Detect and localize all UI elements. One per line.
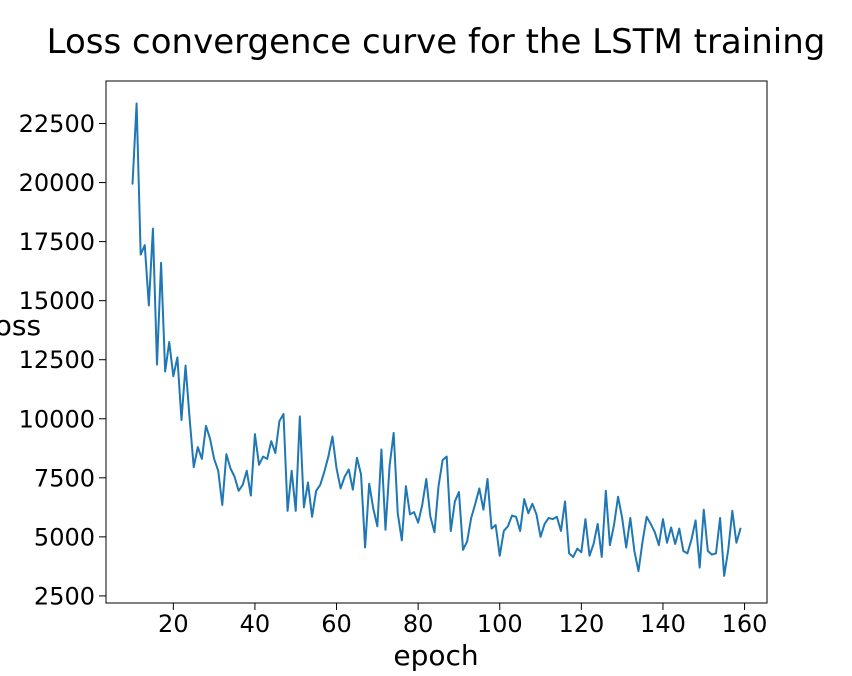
x-axis-label: epoch [393,639,478,672]
x-tick-label: 80 [403,610,434,638]
y-tick-label: 5000 [34,523,95,551]
x-tick-label: 20 [158,610,189,638]
x-tick-label: 120 [558,610,604,638]
y-axis-ticks: 2500 5000 7500 10000 12500 15000 17500 20000 225… [19,110,106,610]
y-axis-label: loss [0,309,41,342]
y-tick-label: 10000 [19,405,95,433]
y-tick-label: 2500 [34,582,95,610]
x-tick-label: 60 [321,610,352,638]
x-axis-ticks: 20 40 60 80 100 120 140 160 [158,603,767,638]
x-tick-label: 100 [477,610,523,638]
y-tick-label: 17500 [19,228,95,256]
y-tick-label: 12500 [19,346,95,374]
y-tick-label: 7500 [34,464,95,492]
x-tick-label: 140 [640,610,686,638]
chart-title: Loss convergence curve for the LSTM trai… [47,22,826,62]
y-tick-label: 15000 [19,287,95,315]
y-tick-label: 22500 [19,110,95,138]
y-tick-label: 20000 [19,169,95,197]
x-tick-label: 40 [240,610,271,638]
plot-area-frame [105,80,768,604]
x-tick-label: 160 [722,610,768,638]
loss-series-line [131,102,742,577]
